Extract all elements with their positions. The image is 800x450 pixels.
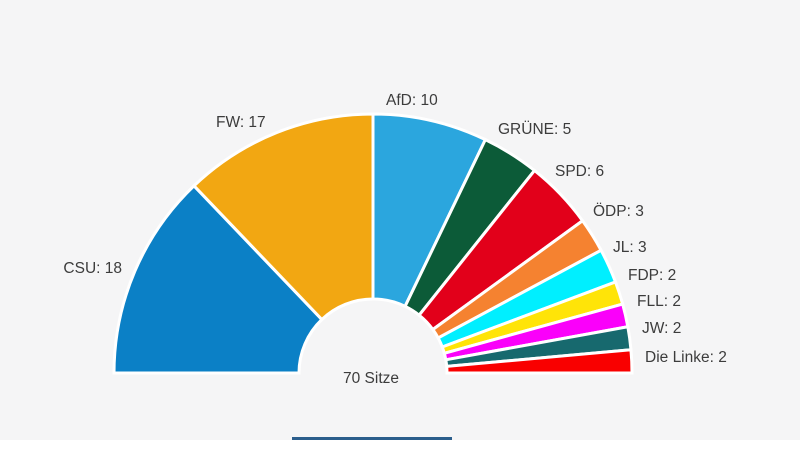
slice-label-gr-ne: GRÜNE: 5 <box>498 120 571 138</box>
chart-slice-die-linke[interactable] <box>445 348 634 375</box>
slice-label--dp: ÖDP: 3 <box>593 202 644 220</box>
slice-label-fll: FLL: 2 <box>637 293 681 310</box>
slice-label-jl: JL: 3 <box>613 239 647 256</box>
slice-label-jw: JW: 2 <box>642 320 681 337</box>
chart-slice-csu[interactable] <box>112 183 324 375</box>
slice-label-csu: CSU: 18 <box>63 260 122 277</box>
slice-label-spd: SPD: 6 <box>555 163 604 180</box>
slice-label-afd: AfD: 10 <box>386 92 438 109</box>
slice-label-die-linke: Die Linke: 2 <box>645 349 727 366</box>
bottom-divider-line <box>292 437 452 440</box>
slice-label-fdp: FDP: 2 <box>628 267 676 284</box>
slice-label-fw: FW: 17 <box>216 114 266 131</box>
footer-strip <box>0 440 800 450</box>
chart-slice-fw[interactable] <box>191 112 375 322</box>
total-seats-label: 70 Sitze <box>343 370 399 387</box>
